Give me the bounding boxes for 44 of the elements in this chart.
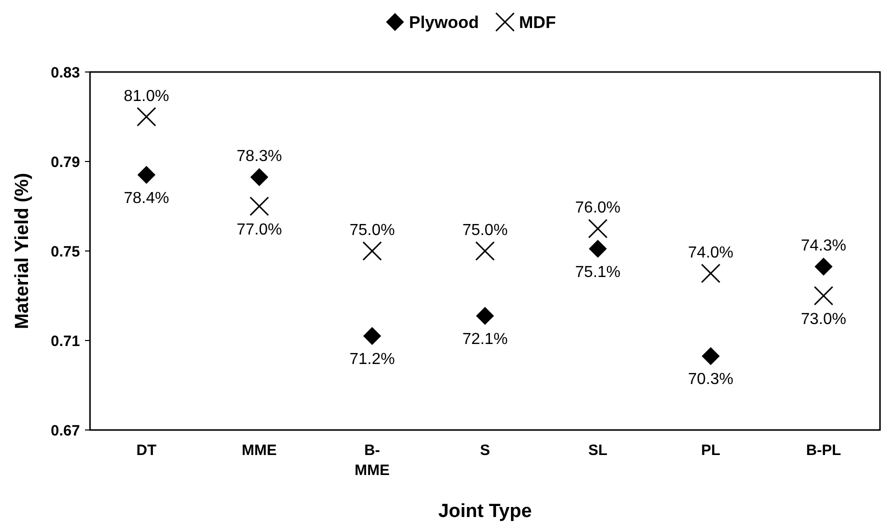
- x-tick-label: DT: [136, 442, 156, 459]
- y-tick-label: 0.75: [50, 243, 80, 260]
- y-tick-label: 0.79: [50, 154, 80, 171]
- data-label: 73.0%: [800, 310, 846, 328]
- data-label: 74.3%: [800, 238, 846, 255]
- data-label: 75.0%: [349, 222, 395, 239]
- legend-label: MDF: [519, 12, 556, 32]
- y-axis-title: Material Yield (%): [12, 172, 33, 330]
- point: [136, 107, 156, 126]
- point: [700, 264, 720, 284]
- legend-label: Plywood: [409, 12, 479, 32]
- x-tick-label: PL: [701, 442, 720, 459]
- point: [362, 241, 382, 261]
- data-label: 78.4%: [124, 190, 170, 207]
- data-label: 78.3%: [236, 148, 282, 166]
- data-label: 75.1%: [575, 264, 621, 281]
- y-tick-label: 0.71: [50, 332, 80, 350]
- point: [476, 306, 494, 325]
- point: [363, 327, 382, 346]
- x-tick-label: S: [480, 442, 490, 459]
- point: [814, 258, 833, 276]
- y-tick-label: 0.83: [50, 64, 80, 82]
- data-label: 72.1%: [462, 330, 508, 348]
- point: [588, 218, 608, 238]
- point: [588, 240, 607, 258]
- x-axis-title: Joint Type: [438, 501, 532, 522]
- x-tick-label: MME: [242, 442, 277, 459]
- point: [250, 196, 270, 216]
- data-label: 71.2%: [349, 351, 395, 368]
- data-label: 74.0%: [688, 244, 734, 262]
- x-tick-label: SL: [588, 442, 608, 459]
- data-label: 76.0%: [575, 200, 621, 217]
- point: [137, 166, 156, 184]
- data-label: 70.3%: [688, 371, 734, 388]
- point: [250, 168, 268, 186]
- x-tick-label: B-PL: [806, 442, 842, 459]
- point: [814, 286, 834, 306]
- x-tick-label: B-MME: [354, 442, 390, 479]
- data-label: 77.0%: [236, 221, 282, 238]
- point: [475, 241, 495, 261]
- y-tick-label: 0.67: [50, 422, 80, 440]
- point: [702, 347, 720, 366]
- data-label: 75.0%: [462, 222, 508, 239]
- data-label: 81.0%: [124, 88, 170, 105]
